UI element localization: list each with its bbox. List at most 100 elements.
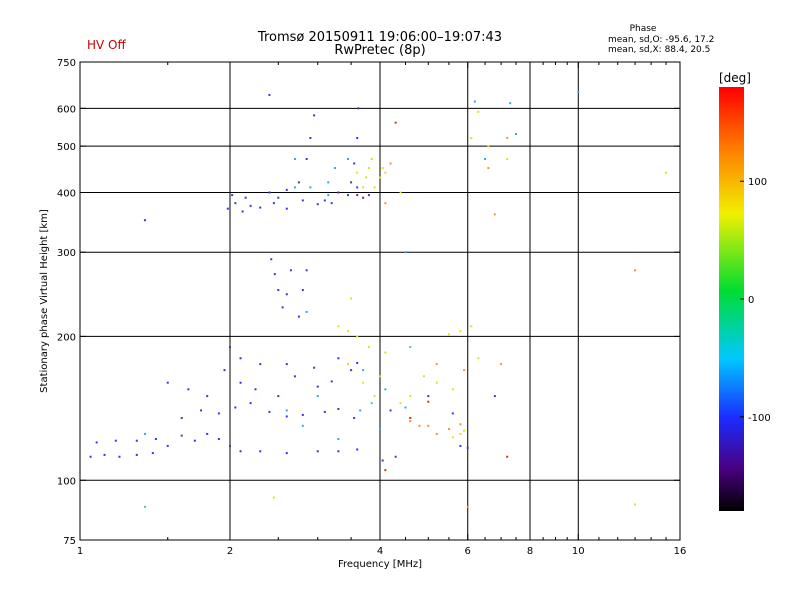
data-point bbox=[409, 420, 412, 423]
data-point bbox=[223, 369, 226, 372]
data-point bbox=[470, 137, 473, 140]
data-point bbox=[259, 363, 262, 366]
data-point bbox=[330, 380, 333, 383]
data-point bbox=[409, 416, 412, 419]
data-point bbox=[399, 191, 402, 194]
data-point bbox=[634, 269, 637, 272]
data-point bbox=[353, 162, 356, 165]
data-point bbox=[239, 450, 242, 453]
data-point bbox=[334, 167, 337, 170]
data-point bbox=[427, 400, 430, 403]
data-point bbox=[259, 450, 262, 453]
data-point bbox=[362, 186, 365, 189]
data-point bbox=[316, 395, 319, 398]
data-point bbox=[337, 191, 340, 194]
data-point bbox=[95, 441, 98, 444]
data-point bbox=[373, 395, 376, 398]
y-tick-label: 500 bbox=[57, 142, 76, 153]
data-point bbox=[665, 171, 668, 174]
data-point bbox=[487, 145, 490, 148]
data-point bbox=[301, 199, 304, 202]
data-point bbox=[285, 188, 288, 191]
data-point bbox=[309, 137, 312, 140]
data-point bbox=[135, 453, 138, 456]
data-point bbox=[357, 107, 360, 110]
data-point bbox=[362, 381, 365, 384]
data-point bbox=[217, 412, 220, 415]
data-point bbox=[273, 273, 276, 276]
data-point bbox=[187, 388, 190, 391]
data-point bbox=[293, 375, 296, 378]
data-point bbox=[459, 432, 462, 435]
data-point bbox=[506, 158, 509, 161]
data-point bbox=[323, 410, 326, 413]
data-point bbox=[285, 207, 288, 210]
data-point bbox=[409, 395, 412, 398]
data-point bbox=[381, 459, 384, 462]
data-point bbox=[356, 448, 359, 451]
data-point bbox=[180, 416, 183, 419]
data-points bbox=[89, 90, 668, 508]
data-point bbox=[89, 455, 92, 458]
hv-status-label: HV Off bbox=[87, 38, 126, 52]
y-tick-label: 75 bbox=[63, 536, 76, 547]
data-point bbox=[277, 196, 280, 199]
data-point bbox=[305, 269, 308, 272]
data-point bbox=[451, 388, 454, 391]
y-axis-label: Stationary phase Virtual Height [km] bbox=[39, 209, 50, 393]
data-point bbox=[356, 361, 359, 364]
data-point bbox=[285, 293, 288, 296]
data-point bbox=[466, 446, 469, 449]
data-point bbox=[404, 251, 407, 254]
data-point bbox=[379, 428, 381, 431]
data-point bbox=[466, 505, 469, 508]
data-point bbox=[272, 496, 275, 499]
data-point bbox=[143, 505, 146, 508]
data-point bbox=[337, 325, 340, 328]
data-point bbox=[399, 402, 402, 405]
data-point bbox=[316, 385, 319, 388]
data-point bbox=[384, 351, 387, 354]
data-point bbox=[427, 424, 430, 427]
data-point bbox=[313, 366, 316, 369]
data-point bbox=[277, 395, 280, 398]
data-point bbox=[270, 258, 273, 261]
data-point bbox=[206, 395, 209, 398]
data-point bbox=[493, 395, 496, 398]
data-point bbox=[285, 363, 288, 366]
colorbar-label: [deg] bbox=[719, 71, 751, 85]
data-point bbox=[477, 110, 480, 113]
data-point bbox=[356, 171, 359, 174]
data-point bbox=[316, 203, 319, 206]
data-point bbox=[435, 363, 438, 366]
data-point bbox=[103, 453, 106, 456]
colorbar-ticks: 100 0 -100 bbox=[740, 177, 771, 424]
colorbar-tick-label: -100 bbox=[748, 413, 771, 424]
data-point bbox=[463, 429, 466, 432]
data-point bbox=[234, 202, 237, 205]
data-point bbox=[316, 450, 319, 453]
x-axis-ticks: 1 2 4 6 8 10 16 bbox=[77, 62, 686, 557]
data-point bbox=[268, 410, 271, 413]
data-point bbox=[301, 289, 304, 292]
data-point bbox=[118, 455, 121, 458]
data-point bbox=[301, 424, 304, 427]
phase-title: Phase bbox=[630, 24, 657, 34]
y-tick-label: 400 bbox=[57, 188, 76, 199]
data-point bbox=[451, 412, 454, 415]
y-axis-ticks: 75 100 200 300 400 500 600 750 bbox=[57, 58, 680, 547]
data-point bbox=[459, 444, 462, 447]
data-point bbox=[362, 369, 365, 372]
data-point bbox=[493, 213, 496, 216]
data-point bbox=[289, 269, 292, 272]
data-point bbox=[484, 158, 487, 161]
phase-stats-x: mean, sd,X: 88.4, 20.5 bbox=[608, 45, 710, 55]
data-point bbox=[244, 196, 247, 199]
data-point bbox=[350, 369, 353, 372]
data-point bbox=[477, 357, 480, 360]
data-point bbox=[285, 452, 288, 455]
data-point bbox=[365, 176, 368, 179]
data-point bbox=[394, 121, 397, 124]
data-point bbox=[254, 388, 257, 391]
